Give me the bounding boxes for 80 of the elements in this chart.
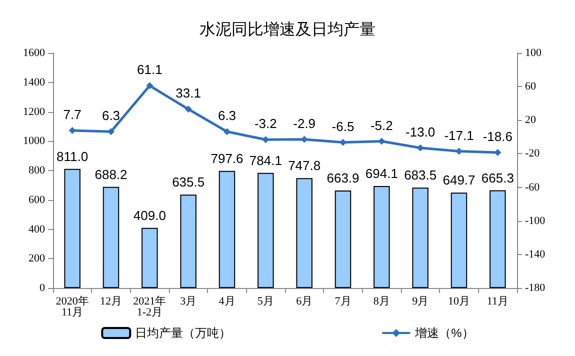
x-tick-label: 8月 bbox=[373, 296, 390, 308]
data-label: 665.3 bbox=[481, 170, 514, 186]
data-label: 635.5 bbox=[172, 174, 205, 190]
point bbox=[456, 148, 462, 155]
y-tick-label: 400 bbox=[28, 223, 46, 236]
data-label: 649.7 bbox=[442, 172, 476, 188]
x-tick-label: 12月 bbox=[100, 296, 122, 308]
data-label: -13.0 bbox=[406, 124, 436, 140]
x-tick-label: 10月 bbox=[448, 296, 470, 308]
data-label: 688.2 bbox=[94, 166, 128, 182]
bar bbox=[296, 178, 312, 288]
y-tick-label: 1600 bbox=[23, 47, 46, 59]
bar bbox=[258, 172, 274, 288]
y2-tick-label: 20 bbox=[525, 114, 536, 126]
bar bbox=[450, 192, 468, 288]
point bbox=[108, 128, 114, 136]
data-label: 811.0 bbox=[56, 148, 88, 164]
y-tick-label: 800 bbox=[28, 164, 46, 176]
y2-tick-label: 60 bbox=[525, 80, 536, 93]
data-label: -3.2 bbox=[254, 116, 277, 132]
y2-tick-label: -60 bbox=[525, 181, 540, 194]
point bbox=[184, 106, 192, 113]
bar bbox=[142, 228, 158, 288]
data-label: -6.5 bbox=[332, 118, 354, 134]
legend-label: 增速（%） bbox=[414, 326, 474, 340]
bar bbox=[64, 168, 80, 288]
data-label: -18.6 bbox=[482, 129, 512, 144]
y-tick-label: 1200 bbox=[23, 106, 46, 118]
y2-tick-label: -20 bbox=[525, 148, 540, 160]
data-label: 33.1 bbox=[176, 86, 201, 101]
data-label: 6.3 bbox=[218, 108, 236, 124]
x-tick-label: 2020年 11月 bbox=[56, 296, 89, 318]
point bbox=[340, 138, 346, 146]
x-tick-label: 2021年 1-2月 bbox=[133, 296, 166, 318]
y-tick-label: 600 bbox=[28, 194, 46, 206]
x-tick-label: 11月 bbox=[486, 296, 508, 308]
bar bbox=[490, 190, 506, 288]
x-tick-label: 4月 bbox=[218, 296, 236, 308]
data-label: 663.9 bbox=[326, 170, 360, 186]
data-label: -17.1 bbox=[444, 128, 474, 143]
y2-tick-label: 100 bbox=[525, 47, 542, 59]
point bbox=[146, 82, 154, 90]
bar bbox=[374, 186, 390, 288]
point bbox=[262, 136, 270, 144]
y2-tick-label: -180 bbox=[525, 282, 546, 294]
bar bbox=[180, 194, 196, 288]
y-tick-label: 1400 bbox=[23, 76, 46, 88]
data-label: 797.6 bbox=[210, 150, 244, 166]
x-tick-label: 3月 bbox=[180, 296, 197, 308]
data-label: 7.7 bbox=[63, 106, 82, 122]
y-tick-label: 1000 bbox=[23, 135, 46, 148]
x-tick-label: 7月 bbox=[334, 296, 352, 308]
bar bbox=[334, 190, 352, 288]
point bbox=[416, 144, 424, 152]
data-label: 784.1 bbox=[249, 152, 282, 168]
y-tick-label: 200 bbox=[28, 252, 46, 265]
data-label: 409.0 bbox=[133, 208, 166, 223]
bar bbox=[218, 170, 236, 288]
x-tick-label: 9月 bbox=[412, 296, 429, 308]
point bbox=[378, 138, 386, 145]
data-label: 683.5 bbox=[404, 168, 437, 183]
data-label: 61.1 bbox=[137, 62, 162, 78]
data-label: 694.1 bbox=[365, 166, 398, 182]
point bbox=[68, 126, 76, 134]
data-label: -5.2 bbox=[370, 118, 393, 133]
point bbox=[224, 128, 230, 136]
y2-tick-label: -140 bbox=[525, 248, 546, 260]
bar bbox=[412, 188, 428, 288]
legend-label: 日均产量（万吨） bbox=[135, 326, 232, 340]
data-label: -2.9 bbox=[293, 116, 316, 131]
data-label: 747.8 bbox=[288, 158, 321, 174]
y-tick-label: 0 bbox=[40, 282, 46, 294]
y2-tick-label: -100 bbox=[525, 214, 546, 227]
bar bbox=[102, 186, 120, 288]
point bbox=[300, 136, 308, 143]
x-tick-label: 5月 bbox=[257, 296, 274, 308]
data-label: 6.3 bbox=[102, 108, 120, 124]
x-tick-label: 6月 bbox=[296, 296, 313, 308]
chart-title: 水泥同比增速及日均产量 bbox=[200, 20, 376, 38]
point bbox=[494, 149, 502, 156]
